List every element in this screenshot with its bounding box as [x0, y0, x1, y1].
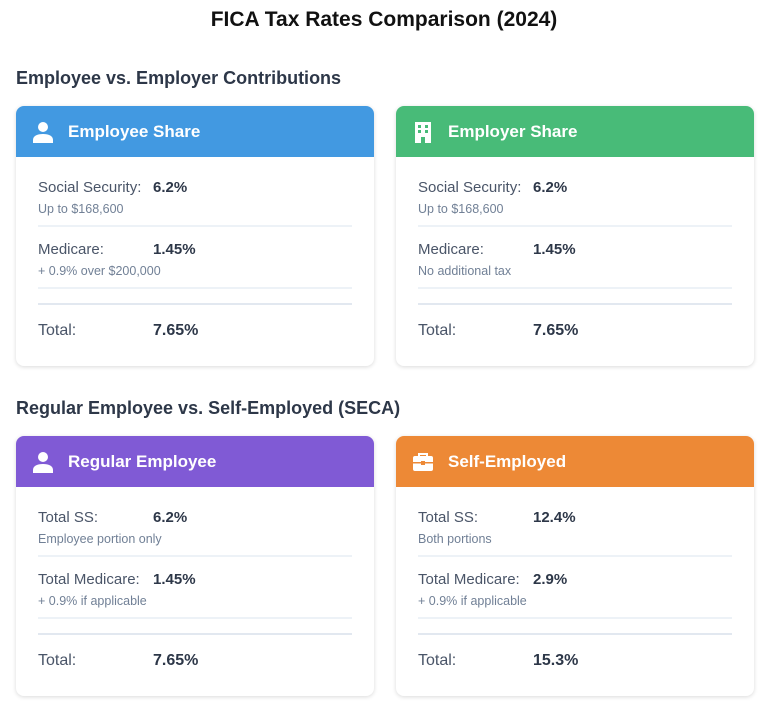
- rate-value: 1.45%: [153, 241, 196, 258]
- rate-card: Self-Employed Total SS: 12.4% Both porti…: [396, 436, 754, 696]
- rate-note: Up to $168,600: [418, 202, 504, 216]
- total-label: Total:: [418, 322, 457, 339]
- rate-value: 6.2%: [153, 509, 188, 526]
- rate-note: + 0.9% if applicable: [38, 594, 147, 608]
- rate-note: Both portions: [418, 532, 492, 546]
- total-label: Total:: [38, 322, 77, 339]
- card-header: Employer Share: [396, 106, 754, 157]
- rate-row: Medicare: 1.45% No additional tax: [418, 227, 732, 289]
- building-icon: [412, 121, 448, 143]
- total-row: Total: 7.65%: [38, 633, 352, 670]
- rate-row: Social Security: 6.2% Up to $168,600: [38, 157, 352, 227]
- total-row: Total: 15.3%: [418, 633, 732, 670]
- card-title: Employee Share: [68, 121, 201, 141]
- rate-label: Medicare:: [418, 241, 484, 258]
- rate-label: Total Medicare:: [418, 571, 520, 588]
- rate-value: 1.45%: [153, 571, 196, 588]
- rate-label: Social Security:: [418, 179, 522, 196]
- total-value: 15.3%: [533, 652, 579, 669]
- rate-note: + 0.9% if applicable: [418, 594, 527, 608]
- rate-value: 12.4%: [533, 509, 576, 526]
- total-label: Total:: [418, 652, 457, 669]
- rate-row: Total Medicare: 2.9% + 0.9% if applicabl…: [418, 557, 732, 619]
- rate-row: Total SS: 6.2% Employee portion only: [38, 487, 352, 557]
- total-value: 7.65%: [153, 322, 199, 339]
- rate-row: Social Security: 6.2% Up to $168,600: [418, 157, 732, 227]
- rate-note: Employee portion only: [38, 532, 162, 546]
- card-header: Self-Employed: [396, 436, 754, 487]
- rate-label: Total SS:: [38, 509, 99, 526]
- rate-label: Total SS:: [418, 509, 479, 526]
- briefcase-icon: [412, 451, 448, 473]
- total-value: 7.65%: [533, 322, 579, 339]
- total-label: Total:: [38, 652, 77, 669]
- rate-row: Total SS: 12.4% Both portions: [418, 487, 732, 557]
- card-title: Self-Employed: [448, 451, 567, 471]
- rate-value: 6.2%: [533, 179, 568, 196]
- rate-card: Regular Employee Total SS: 6.2% Employee…: [16, 436, 374, 696]
- page-title: FICA Tax Rates Comparison (2024): [210, 8, 558, 31]
- rate-label: Medicare:: [38, 241, 104, 258]
- card-header: Employee Share: [16, 106, 374, 157]
- total-row: Total: 7.65%: [418, 303, 732, 340]
- rate-row: Medicare: 1.45% + 0.9% over $200,000: [38, 227, 352, 289]
- card-header: Regular Employee: [16, 436, 374, 487]
- rate-value: 2.9%: [533, 571, 568, 588]
- total-row: Total: 7.65%: [38, 303, 352, 340]
- rate-note: Up to $168,600: [38, 202, 124, 216]
- rate-card: Employer Share Social Security: 6.2% Up …: [396, 106, 754, 366]
- rate-card: Employee Share Social Security: 6.2% Up …: [16, 106, 374, 366]
- rate-note: + 0.9% over $200,000: [38, 264, 161, 278]
- rate-value: 1.45%: [533, 241, 576, 258]
- section-heading: Employee vs. Employer Contributions: [16, 68, 342, 88]
- rate-row: Total Medicare: 1.45% + 0.9% if applicab…: [38, 557, 352, 619]
- user-icon: [32, 451, 68, 473]
- total-value: 7.65%: [153, 652, 199, 669]
- user-tie-icon: [32, 121, 68, 143]
- rate-label: Total Medicare:: [38, 571, 140, 588]
- rate-label: Social Security:: [38, 179, 142, 196]
- section-heading: Regular Employee vs. Self-Employed (SECA…: [16, 398, 401, 418]
- rate-note: No additional tax: [418, 264, 512, 278]
- rate-value: 6.2%: [153, 179, 188, 196]
- card-title: Employer Share: [448, 121, 578, 141]
- card-title: Regular Employee: [68, 451, 217, 471]
